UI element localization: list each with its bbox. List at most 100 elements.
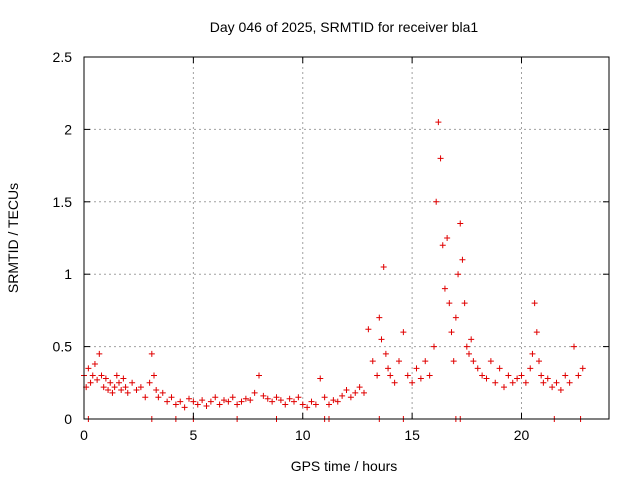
data-point [422, 358, 429, 365]
data-point [446, 300, 453, 307]
data-point [151, 372, 157, 379]
x-tick-label: 10 [295, 427, 311, 443]
data-point [277, 397, 284, 404]
data-point [396, 358, 402, 365]
data-point [385, 365, 392, 372]
data-point [321, 394, 328, 401]
data-point [194, 401, 201, 408]
x-tick-label: 0 [80, 427, 88, 443]
data-point [404, 372, 411, 379]
data-point [343, 387, 350, 394]
data-point [102, 375, 109, 382]
data-point [468, 336, 475, 343]
data-point [461, 300, 468, 307]
data-point [148, 350, 155, 357]
data-point [529, 350, 536, 357]
data-point [544, 375, 551, 382]
data-point [413, 365, 420, 372]
data-point [352, 389, 359, 396]
data-point [129, 379, 136, 386]
data-point [221, 397, 227, 404]
data-point [153, 387, 160, 394]
y-axis-label: SRMTID / TECUs [5, 183, 21, 293]
data-point [391, 379, 398, 386]
data-point [190, 398, 197, 405]
data-point [426, 372, 433, 379]
data-point [452, 314, 459, 321]
data-point [234, 401, 241, 408]
data-point [168, 394, 175, 401]
x-tick-label: 20 [514, 427, 530, 443]
data-point [199, 397, 206, 404]
data-point [334, 398, 341, 405]
data-point [299, 401, 306, 408]
data-point [260, 392, 267, 399]
data-point [116, 379, 122, 386]
data-point [492, 379, 499, 386]
data-point [505, 372, 512, 379]
grid-lines [84, 57, 609, 419]
data-point [518, 372, 525, 379]
data-point [164, 398, 171, 405]
data-point [374, 372, 381, 379]
data-point [273, 394, 280, 401]
axis-ticks: 0 5 10 15 20 0 0.5 1 1.5 2 2.5 [53, 49, 609, 443]
data-point [448, 329, 455, 336]
data-point [264, 395, 271, 402]
data-point [466, 350, 472, 357]
data-point [435, 119, 442, 126]
data-point [96, 350, 103, 357]
data-point [100, 384, 107, 391]
data-point [142, 394, 149, 401]
data-point [317, 375, 324, 382]
data-point [450, 358, 457, 365]
data-point [295, 394, 302, 401]
x-tick-label: 5 [189, 427, 197, 443]
data-point [137, 384, 144, 391]
data-point [304, 404, 311, 411]
data-point [501, 384, 507, 391]
data-point [133, 387, 140, 394]
x-tick-label: 15 [404, 427, 420, 443]
data-point [487, 358, 494, 365]
data-point [444, 235, 451, 241]
data-point [549, 384, 556, 391]
data-point [238, 398, 245, 405]
data-point [120, 375, 127, 382]
data-point [433, 198, 440, 205]
data-point [247, 397, 254, 404]
data-point [347, 394, 354, 401]
data-point [431, 343, 437, 350]
data-point [308, 398, 315, 405]
data-point [575, 372, 582, 379]
x-axis-label: GPS time / hours [291, 458, 398, 474]
data-points [81, 119, 586, 422]
data-point [89, 372, 96, 379]
data-point [87, 379, 94, 386]
data-point [113, 372, 120, 379]
data-point [361, 389, 367, 396]
data-point [455, 271, 462, 278]
data-point [91, 360, 98, 367]
data-point [400, 329, 407, 336]
data-point [111, 384, 118, 391]
data-point [470, 358, 477, 365]
data-point [155, 394, 162, 401]
data-point [107, 379, 114, 386]
data-point [225, 398, 232, 405]
data-point [536, 358, 542, 365]
data-point [118, 387, 125, 394]
data-point [365, 326, 372, 333]
data-point [98, 372, 105, 379]
y-tick-label: 0.5 [53, 339, 73, 355]
data-point [514, 375, 521, 382]
data-point [527, 365, 534, 372]
data-point [369, 358, 376, 365]
data-point [207, 398, 214, 405]
data-point [571, 343, 577, 350]
data-point [439, 242, 446, 249]
data-point [339, 392, 346, 399]
data-point [479, 372, 486, 379]
data-point [382, 350, 389, 357]
data-point [459, 256, 466, 263]
